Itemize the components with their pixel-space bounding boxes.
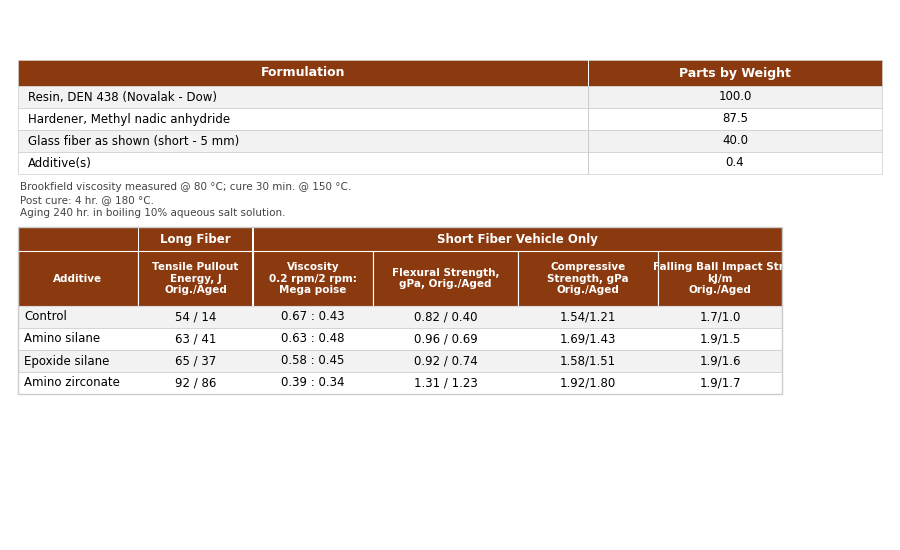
Text: Formulation: Formulation (261, 67, 346, 80)
Text: Hardener, Methyl nadic anhydride: Hardener, Methyl nadic anhydride (28, 113, 230, 125)
Text: 0.63 : 0.48: 0.63 : 0.48 (281, 333, 345, 345)
Bar (588, 86, 589, 108)
Bar (138, 227, 139, 251)
Text: Tensile Pullout
Energy, J
Orig./Aged: Tensile Pullout Energy, J Orig./Aged (152, 262, 239, 295)
Bar (18, 108, 882, 130)
Bar (138, 251, 253, 306)
Text: Short Fiber Vehicle Only: Short Fiber Vehicle Only (437, 233, 598, 245)
Bar (18, 227, 782, 394)
Text: Control: Control (24, 311, 67, 323)
Text: 0.4: 0.4 (725, 157, 744, 169)
Text: 100.0: 100.0 (718, 91, 752, 103)
Text: Amino zirconate: Amino zirconate (24, 377, 120, 389)
Text: 0.82 / 0.40: 0.82 / 0.40 (414, 311, 477, 323)
Text: Falling Ball Impact Str.
kJ/m
Orig./Aged: Falling Ball Impact Str. kJ/m Orig./Aged (653, 262, 787, 295)
Bar (253, 251, 373, 306)
Bar (373, 251, 518, 306)
Text: Viscosity
0.2 rpm/2 rpm:
Mega poise: Viscosity 0.2 rpm/2 rpm: Mega poise (269, 262, 357, 295)
Bar (588, 152, 589, 174)
Text: 1.58/1.51: 1.58/1.51 (560, 355, 616, 367)
Text: Resin, DEN 438 (Novalak - Dow): Resin, DEN 438 (Novalak - Dow) (28, 91, 217, 103)
Bar (588, 60, 589, 86)
Text: 0.96 / 0.69: 0.96 / 0.69 (414, 333, 477, 345)
Text: 0.39 : 0.34: 0.39 : 0.34 (281, 377, 345, 389)
Bar (18, 152, 882, 174)
Text: 40.0: 40.0 (722, 135, 748, 147)
Bar (18, 372, 782, 394)
Text: Long Fiber: Long Fiber (160, 233, 230, 245)
Bar (252, 227, 254, 251)
Text: Compressive
Strength, gPa
Orig./Aged: Compressive Strength, gPa Orig./Aged (547, 262, 629, 295)
Text: Brookfield viscosity measured @ 80 °C; cure 30 min. @ 150 °C.: Brookfield viscosity measured @ 80 °C; c… (20, 182, 351, 192)
Text: 54 / 14: 54 / 14 (175, 311, 216, 323)
Text: 65 / 37: 65 / 37 (175, 355, 216, 367)
Text: 0.67 : 0.43: 0.67 : 0.43 (281, 311, 345, 323)
Bar (658, 251, 782, 306)
Bar (18, 227, 782, 251)
Bar (588, 108, 589, 130)
Text: Flexural Strength,
gPa, Orig./Aged: Flexural Strength, gPa, Orig./Aged (392, 268, 500, 289)
Text: Additive: Additive (53, 273, 103, 283)
Bar (252, 251, 254, 306)
Text: 1.31 / 1.23: 1.31 / 1.23 (414, 377, 477, 389)
Text: 1.9/1.7: 1.9/1.7 (699, 377, 741, 389)
Text: Aging 240 hr. in boiling 10% aqueous salt solution.: Aging 240 hr. in boiling 10% aqueous sal… (20, 208, 285, 218)
Text: 92 / 86: 92 / 86 (175, 377, 216, 389)
Text: Parts by Weight: Parts by Weight (680, 67, 791, 80)
Text: 1.7/1.0: 1.7/1.0 (699, 311, 741, 323)
Bar (18, 130, 882, 152)
Text: 1.69/1.43: 1.69/1.43 (560, 333, 616, 345)
Text: 1.9/1.5: 1.9/1.5 (699, 333, 741, 345)
Text: Additive(s): Additive(s) (28, 157, 92, 169)
Text: 87.5: 87.5 (722, 113, 748, 125)
Text: Glass fiber as shown (short - 5 mm): Glass fiber as shown (short - 5 mm) (28, 135, 239, 147)
Text: 0.58 : 0.45: 0.58 : 0.45 (282, 355, 345, 367)
Text: 1.92/1.80: 1.92/1.80 (560, 377, 616, 389)
Bar (18, 350, 782, 372)
Text: Post cure: 4 hr. @ 180 °C.: Post cure: 4 hr. @ 180 °C. (20, 195, 154, 205)
Text: Epoxide silane: Epoxide silane (24, 355, 110, 367)
Bar (18, 86, 882, 108)
Bar (18, 60, 882, 86)
Text: 1.9/1.6: 1.9/1.6 (699, 355, 741, 367)
Text: 0.92 / 0.74: 0.92 / 0.74 (414, 355, 477, 367)
Bar (18, 251, 138, 306)
Bar (18, 306, 782, 328)
Bar (588, 130, 589, 152)
Bar (18, 328, 782, 350)
Bar (518, 251, 658, 306)
Text: Amino silane: Amino silane (24, 333, 100, 345)
Text: 1.54/1.21: 1.54/1.21 (560, 311, 616, 323)
Text: 63 / 41: 63 / 41 (175, 333, 216, 345)
